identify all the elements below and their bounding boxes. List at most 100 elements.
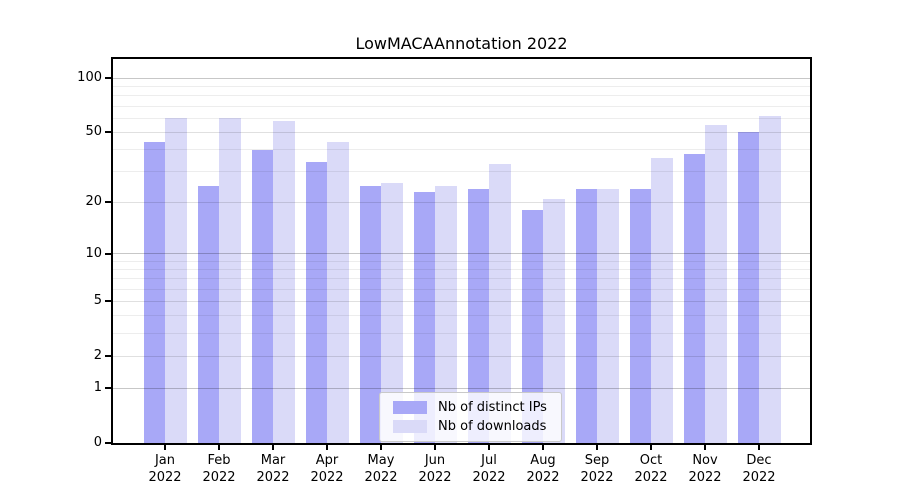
x-tick-label-aug: Aug 2022 bbox=[503, 452, 583, 486]
bar-downloads-jun bbox=[435, 185, 457, 443]
x-tick-label-jun: Jun 2022 bbox=[395, 452, 475, 486]
x-tick-label-apr: Apr 2022 bbox=[287, 452, 367, 486]
x-tick-year: 2022 bbox=[256, 470, 290, 485]
y-tick-mark bbox=[105, 77, 111, 80]
x-tick-year: 2022 bbox=[742, 470, 776, 485]
legend-item-distinct-ips: Nb of distinct IPs bbox=[393, 400, 547, 415]
x-tick-mark bbox=[488, 445, 490, 450]
bar-distinct-ips-sep bbox=[575, 188, 597, 443]
x-tick-mark bbox=[596, 445, 598, 450]
gridline bbox=[113, 149, 810, 151]
bar-distinct-ips-jul bbox=[467, 188, 489, 443]
x-tick-mark bbox=[164, 445, 166, 450]
bar-distinct-ips-dec bbox=[737, 132, 759, 443]
gridline bbox=[113, 117, 810, 119]
bar-distinct-ips-nov bbox=[683, 153, 705, 443]
x-tick-mark bbox=[218, 445, 220, 450]
legend-item-downloads: Nb of downloads bbox=[393, 419, 547, 434]
bar-downloads-jul bbox=[489, 164, 511, 443]
x-tick-year: 2022 bbox=[634, 470, 668, 485]
bar-downloads-apr bbox=[327, 142, 349, 443]
y-tick-mark bbox=[105, 442, 111, 444]
x-tick-month: Aug bbox=[530, 453, 556, 468]
x-tick-label-sep: Sep 2022 bbox=[557, 452, 637, 486]
legend: Nb of distinct IPs Nb of downloads bbox=[379, 392, 562, 442]
bar-downloads-aug bbox=[543, 198, 565, 443]
legend-label-downloads: Nb of downloads bbox=[438, 419, 547, 434]
x-tick-label-may: May 2022 bbox=[341, 452, 421, 486]
y-tick-label: 0 bbox=[93, 435, 102, 450]
x-tick-mark bbox=[326, 445, 328, 450]
x-tick-year: 2022 bbox=[418, 470, 452, 485]
x-tick-month: Feb bbox=[207, 453, 231, 468]
bar-downloads-oct bbox=[651, 157, 673, 443]
x-tick-mark bbox=[434, 445, 436, 450]
plot-area: Nb of distinct IPs Nb of downloads bbox=[111, 57, 812, 445]
y-tick-mark bbox=[105, 131, 111, 134]
grid-layer bbox=[113, 59, 810, 443]
x-tick-label-jan: Jan 2022 bbox=[125, 452, 205, 486]
y-tick-mark bbox=[105, 201, 111, 204]
bar-distinct-ips-oct bbox=[629, 188, 651, 443]
x-tick-month: Mar bbox=[260, 453, 286, 468]
x-tick-mark bbox=[650, 445, 652, 450]
x-tick-month: Jul bbox=[481, 453, 497, 468]
bar-distinct-ips-jun bbox=[413, 191, 435, 443]
bar-downloads-jan bbox=[165, 118, 187, 443]
bar-distinct-ips-apr bbox=[305, 162, 327, 443]
legend-swatch-downloads bbox=[393, 420, 427, 433]
gridline bbox=[113, 86, 810, 88]
x-tick-mark bbox=[542, 445, 544, 450]
x-tick-mark bbox=[704, 445, 706, 450]
gridline bbox=[113, 131, 810, 133]
x-tick-label-feb: Feb 2022 bbox=[179, 452, 259, 486]
bar-downloads-may bbox=[381, 182, 403, 443]
gridline bbox=[113, 171, 810, 173]
gridline bbox=[113, 260, 810, 262]
gridline bbox=[113, 105, 810, 107]
x-tick-year: 2022 bbox=[472, 470, 506, 485]
gridline bbox=[113, 95, 810, 97]
x-tick-month: Sep bbox=[584, 453, 610, 468]
x-tick-month: May bbox=[367, 453, 395, 468]
gridline bbox=[113, 355, 810, 357]
x-tick-mark bbox=[758, 445, 760, 450]
bar-downloads-nov bbox=[705, 124, 727, 443]
y-tick-mark bbox=[105, 300, 111, 303]
x-tick-label-nov: Nov 2022 bbox=[665, 452, 745, 486]
gridline bbox=[113, 268, 810, 270]
y-tick-mark bbox=[105, 355, 111, 358]
legend-swatch-distinct-ips bbox=[393, 401, 427, 414]
bars-layer bbox=[113, 59, 810, 443]
x-tick-month: Apr bbox=[315, 453, 339, 468]
x-tick-month: Jan bbox=[154, 453, 176, 468]
bar-distinct-ips-mar bbox=[251, 149, 273, 443]
gridline bbox=[113, 77, 810, 79]
gridline bbox=[113, 387, 810, 389]
x-tick-label-jul: Jul 2022 bbox=[449, 452, 529, 486]
x-tick-year: 2022 bbox=[310, 470, 344, 485]
x-tick-month: Nov bbox=[692, 453, 718, 468]
bar-distinct-ips-jan bbox=[143, 142, 165, 443]
bar-downloads-dec bbox=[759, 115, 781, 443]
y-tick-label: 20 bbox=[85, 194, 102, 210]
gridline bbox=[113, 278, 810, 280]
gridline bbox=[113, 315, 810, 317]
y-tick-mark bbox=[105, 387, 111, 390]
bar-downloads-sep bbox=[597, 188, 619, 443]
x-tick-label-mar: Mar 2022 bbox=[233, 452, 313, 486]
y-tick-label: 2 bbox=[93, 348, 102, 364]
y-tick-label: 10 bbox=[85, 245, 102, 261]
x-tick-year: 2022 bbox=[202, 470, 236, 485]
gridline bbox=[113, 288, 810, 290]
bar-distinct-ips-aug bbox=[521, 210, 543, 443]
x-tick-year: 2022 bbox=[580, 470, 614, 485]
y-tick-label: 5 bbox=[93, 293, 102, 309]
gridline bbox=[113, 300, 810, 302]
x-tick-mark bbox=[380, 445, 382, 450]
x-tick-year: 2022 bbox=[148, 470, 182, 485]
x-tick-mark bbox=[272, 445, 274, 450]
bar-distinct-ips-feb bbox=[197, 185, 219, 443]
y-tick-label: 100 bbox=[77, 70, 102, 86]
